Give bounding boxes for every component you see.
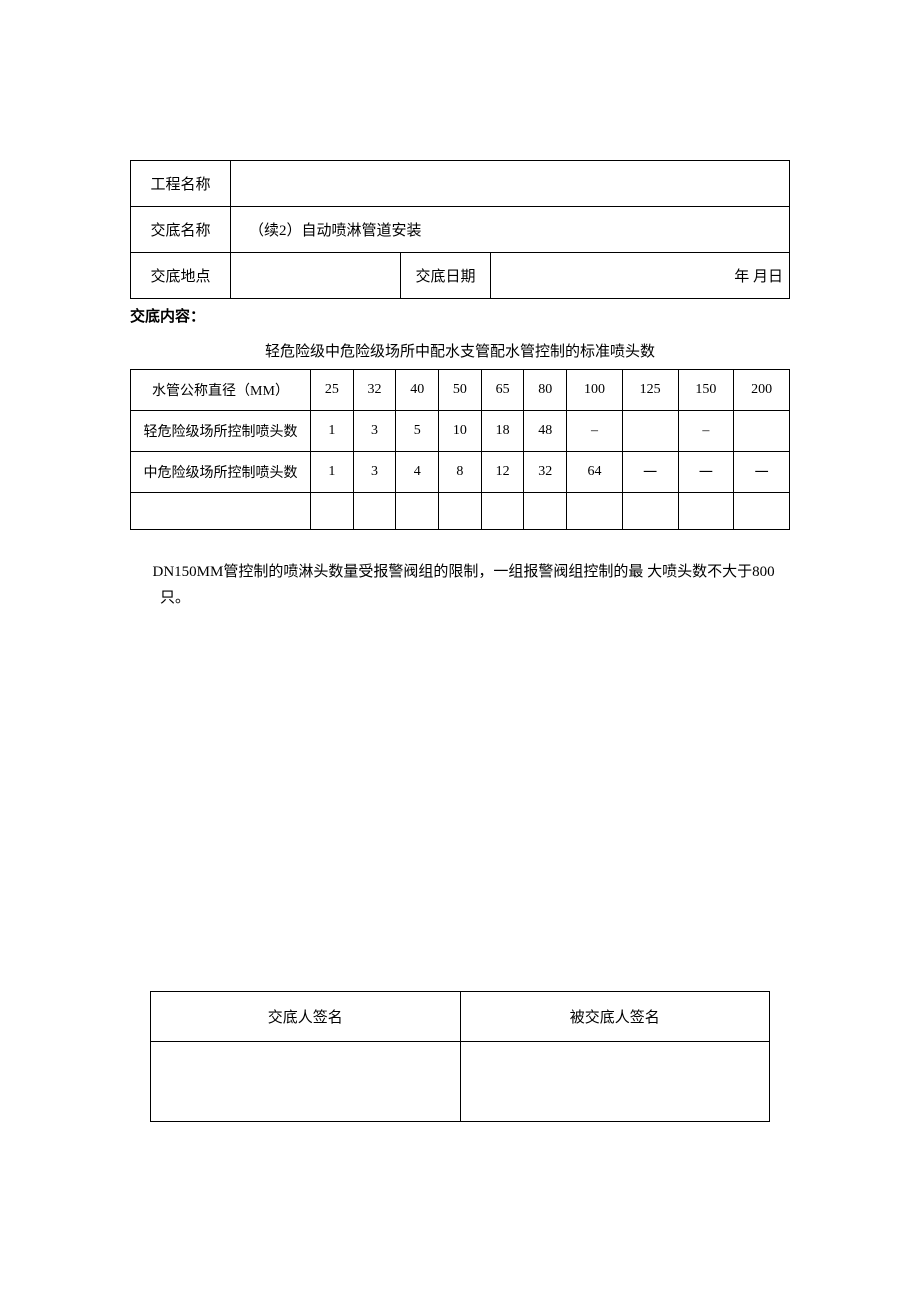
project-name-label: 工程名称: [131, 161, 231, 207]
row-label: [131, 493, 311, 530]
cell: 1: [311, 411, 354, 452]
signer-label: 交底人签名: [151, 992, 461, 1042]
table-row: [131, 493, 790, 530]
cell: [353, 493, 396, 530]
col-header: 200: [734, 370, 790, 411]
date-label: 交底日期: [401, 253, 491, 299]
cell: 一: [678, 452, 734, 493]
cell: [678, 493, 734, 530]
cell: –: [567, 411, 623, 452]
cell: 32: [524, 452, 567, 493]
col-header: 150: [678, 370, 734, 411]
col-header: 32: [353, 370, 396, 411]
cell: 48: [524, 411, 567, 452]
table-row: 水管公称直径（MM） 25 32 40 50 65 80 100 125 150…: [131, 370, 790, 411]
data-table-caption: 轻危险级中危险级场所中配水支管配水管控制的标准喷头数: [50, 340, 870, 361]
signature-table: 交底人签名 被交底人签名: [150, 991, 770, 1122]
project-name-value: [231, 161, 790, 207]
cell: –: [678, 411, 734, 452]
cell: [622, 493, 678, 530]
cell: [734, 493, 790, 530]
cell: [567, 493, 623, 530]
receiver-label: 被交底人签名: [460, 992, 770, 1042]
col-header: 125: [622, 370, 678, 411]
disclosure-name-value: （续2）自动喷淋管道安装: [231, 207, 790, 253]
cell: 4: [396, 452, 439, 493]
col-header: 100: [567, 370, 623, 411]
table-row: 中危险级场所控制喷头数 1 3 4 8 12 32 64 一 一 一: [131, 452, 790, 493]
cell: 5: [396, 411, 439, 452]
cell: 12: [481, 452, 524, 493]
col-header: 25: [311, 370, 354, 411]
cell: 18: [481, 411, 524, 452]
cell: 10: [439, 411, 482, 452]
cell: [396, 493, 439, 530]
sprinkler-data-table: 水管公称直径（MM） 25 32 40 50 65 80 100 125 150…: [130, 369, 790, 530]
cell: [524, 493, 567, 530]
location-value: [231, 253, 401, 299]
content-section-label: 交底内容：: [130, 305, 870, 326]
col-header: 80: [524, 370, 567, 411]
col-header: 50: [439, 370, 482, 411]
cell: 64: [567, 452, 623, 493]
receiver-value: [460, 1042, 770, 1122]
content-spacer: [50, 611, 870, 991]
note-text: DN150MM管控制的喷淋头数量受报警阀组的限制，一组报警阀组控制的最 大喷头数…: [50, 560, 870, 611]
row-label: 中危险级场所控制喷头数: [131, 452, 311, 493]
table-row: 轻危险级场所控制喷头数 1 3 5 10 18 48 – –: [131, 411, 790, 452]
cell: 3: [353, 411, 396, 452]
signer-value: [151, 1042, 461, 1122]
date-value: 年 月日: [491, 253, 790, 299]
cell: 8: [439, 452, 482, 493]
cell: 一: [734, 452, 790, 493]
header-table: 工程名称 交底名称 （续2）自动喷淋管道安装 交底地点 交底日期 年 月日: [130, 160, 790, 299]
cell: [734, 411, 790, 452]
cell: 3: [353, 452, 396, 493]
cell: [622, 411, 678, 452]
location-label: 交底地点: [131, 253, 231, 299]
column-label-header: 水管公称直径（MM）: [131, 370, 311, 411]
cell: 一: [622, 452, 678, 493]
cell: 1: [311, 452, 354, 493]
cell: [481, 493, 524, 530]
row-label: 轻危险级场所控制喷头数: [131, 411, 311, 452]
cell: [311, 493, 354, 530]
cell: [439, 493, 482, 530]
col-header: 40: [396, 370, 439, 411]
disclosure-name-label: 交底名称: [131, 207, 231, 253]
col-header: 65: [481, 370, 524, 411]
